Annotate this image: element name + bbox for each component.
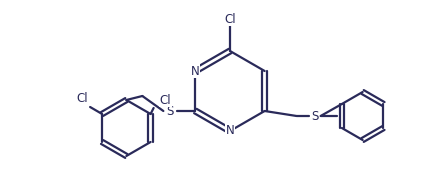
Text: N: N — [191, 64, 200, 77]
Text: S: S — [167, 104, 174, 117]
Text: N: N — [226, 124, 234, 138]
Text: Cl: Cl — [160, 93, 171, 106]
Text: Cl: Cl — [224, 13, 236, 25]
Text: Cl: Cl — [76, 92, 88, 104]
Text: S: S — [311, 110, 318, 122]
